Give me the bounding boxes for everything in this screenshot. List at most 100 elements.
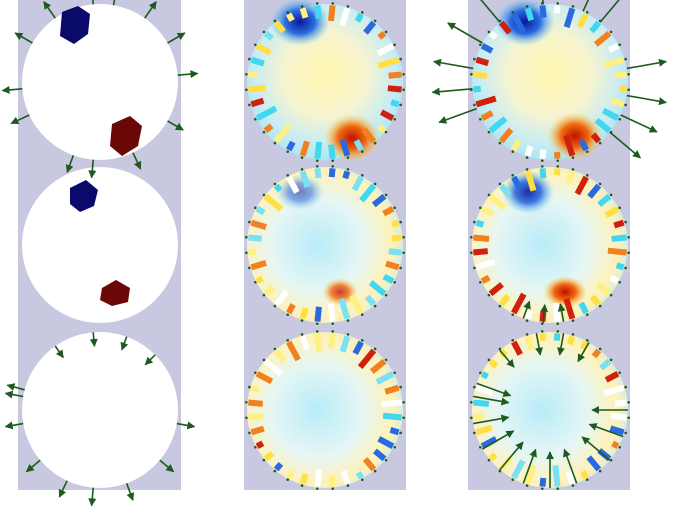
rim-artifacts (245, 2, 630, 490)
rim-wedge (263, 193, 284, 212)
electrode (373, 347, 377, 351)
electrode (479, 117, 482, 121)
rim-wedge (552, 465, 561, 487)
electrode (360, 11, 364, 14)
rim-wedge (597, 193, 612, 207)
rim-wedge (327, 303, 336, 322)
electrode (511, 150, 515, 153)
rim-wedge (498, 127, 514, 144)
rim-wedge (248, 84, 266, 93)
electrode (571, 156, 575, 159)
electrode (402, 400, 405, 404)
electrode (346, 5, 350, 8)
rim-wedge (263, 358, 284, 377)
rim-wedge (382, 412, 402, 421)
rim-wedge (488, 282, 504, 297)
rim-wedge (340, 470, 351, 485)
electrode (624, 266, 627, 270)
electrode (585, 339, 589, 342)
rim-wedge (363, 20, 377, 35)
rim-wedge (286, 303, 296, 315)
rim-wedge (609, 274, 620, 284)
rim-wedge (604, 371, 620, 383)
electrode (399, 57, 402, 61)
electrode (373, 19, 377, 23)
electrode (262, 293, 266, 297)
arrow (144, 1, 157, 19)
blob-red (100, 280, 130, 306)
rim-wedge (273, 461, 284, 472)
disc (22, 332, 178, 488)
electrode (618, 371, 621, 375)
rim-wedge (511, 175, 523, 191)
rim-wedge (589, 20, 602, 34)
electrode (540, 487, 544, 490)
disc (22, 4, 178, 160)
electrode (248, 385, 251, 389)
arrow (557, 303, 566, 322)
rim-wedge (593, 30, 612, 47)
electrode (498, 304, 502, 308)
rim-wedge (475, 219, 485, 228)
electrode (571, 5, 575, 8)
arrow (480, 0, 501, 23)
electrode (498, 141, 502, 145)
rim-wedge (480, 436, 498, 449)
arrow (88, 487, 97, 507)
rim-wedge (273, 183, 283, 193)
rim-wedge (352, 340, 364, 356)
electrode (511, 174, 515, 177)
electrode (346, 156, 350, 159)
rim-wedge (563, 297, 576, 320)
electrode (384, 293, 388, 297)
electrode (556, 322, 560, 325)
rim-wedge (248, 248, 257, 256)
arrow (599, 0, 620, 23)
rim-wedge (488, 30, 498, 40)
electrode (245, 416, 248, 420)
rim-wedge (488, 116, 508, 134)
arrow (4, 390, 24, 399)
electrode (402, 251, 405, 255)
electrode (315, 165, 319, 168)
rim-wedge (353, 139, 364, 152)
arrow (176, 421, 196, 430)
electrode (393, 280, 396, 284)
electrode (487, 358, 491, 362)
electrode (331, 487, 335, 490)
blob-blue (60, 6, 90, 44)
arrow (89, 332, 98, 348)
rim-wedge (359, 183, 377, 203)
recon-disc (247, 0, 403, 162)
rim-wedge (255, 43, 272, 56)
arrow (473, 414, 510, 425)
electrode (331, 2, 335, 5)
rim-wedge (619, 85, 627, 93)
electrode (286, 174, 290, 177)
rim-wedge (391, 234, 402, 242)
arrow (25, 459, 41, 473)
electrode (402, 416, 405, 420)
electrode (402, 235, 405, 239)
rim-wedge (314, 306, 322, 322)
electrode (627, 88, 630, 92)
electrode (373, 141, 377, 145)
rim-wedge (589, 294, 602, 307)
electrode (624, 57, 627, 61)
rim-wedge (563, 134, 576, 157)
electrode (498, 469, 502, 473)
electrode (360, 478, 364, 481)
rim-wedge (511, 340, 523, 356)
electrode (300, 319, 304, 322)
rim-wedge (475, 384, 494, 396)
electrode (315, 330, 319, 333)
rim-wedge (364, 294, 377, 307)
electrode (331, 159, 335, 162)
rim-wedge (565, 470, 576, 485)
rim-wedge (574, 175, 589, 196)
electrode (627, 416, 630, 420)
rim-wedge (377, 56, 400, 69)
rim-wedge (511, 12, 526, 34)
